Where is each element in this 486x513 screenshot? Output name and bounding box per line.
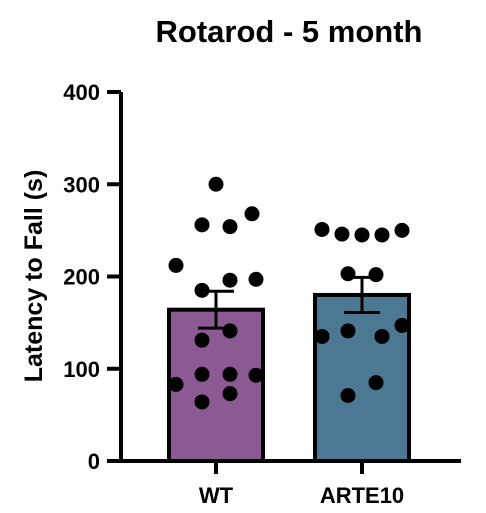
data-point bbox=[222, 219, 238, 235]
data-point bbox=[374, 227, 390, 243]
data-point bbox=[222, 272, 238, 288]
data-point bbox=[314, 221, 330, 237]
x-ticks: WT ARTE10 bbox=[199, 461, 404, 508]
data-point bbox=[314, 328, 330, 344]
data-points-layer bbox=[168, 176, 410, 410]
data-point bbox=[394, 317, 410, 333]
y-tick-label: 400 bbox=[63, 80, 100, 105]
data-point bbox=[248, 271, 264, 287]
data-point bbox=[168, 376, 184, 392]
x-tick-label: ARTE10 bbox=[320, 483, 404, 508]
data-point bbox=[340, 323, 356, 339]
data-point bbox=[222, 386, 238, 402]
data-point bbox=[340, 388, 356, 404]
data-point bbox=[244, 206, 260, 222]
data-point bbox=[368, 375, 384, 391]
data-point bbox=[248, 367, 264, 383]
data-point bbox=[194, 366, 210, 382]
data-point bbox=[222, 366, 238, 382]
data-point bbox=[340, 266, 356, 282]
data-point bbox=[208, 176, 224, 192]
data-point bbox=[354, 227, 370, 243]
y-ticks: 0 100 200 300 400 bbox=[63, 80, 121, 474]
bars-layer bbox=[167, 292, 411, 464]
y-tick-label: 100 bbox=[63, 357, 100, 382]
y-tick-label: 200 bbox=[63, 265, 100, 290]
data-point bbox=[194, 282, 210, 298]
x-tick-label: WT bbox=[199, 483, 234, 508]
data-point bbox=[394, 222, 410, 238]
data-point bbox=[194, 217, 210, 233]
chart-title: Rotarod - 5 month bbox=[156, 14, 423, 49]
y-tick-label: 0 bbox=[88, 449, 100, 474]
data-point bbox=[222, 323, 238, 339]
data-point bbox=[334, 226, 350, 242]
data-point bbox=[374, 328, 390, 344]
y-tick-label: 300 bbox=[63, 172, 100, 197]
data-point bbox=[368, 267, 384, 283]
data-point bbox=[194, 332, 210, 348]
bar-arte10 bbox=[313, 292, 411, 464]
data-point bbox=[194, 394, 210, 410]
y-axis-title: Latency to Fall (s) bbox=[20, 170, 48, 383]
data-point bbox=[168, 257, 184, 273]
